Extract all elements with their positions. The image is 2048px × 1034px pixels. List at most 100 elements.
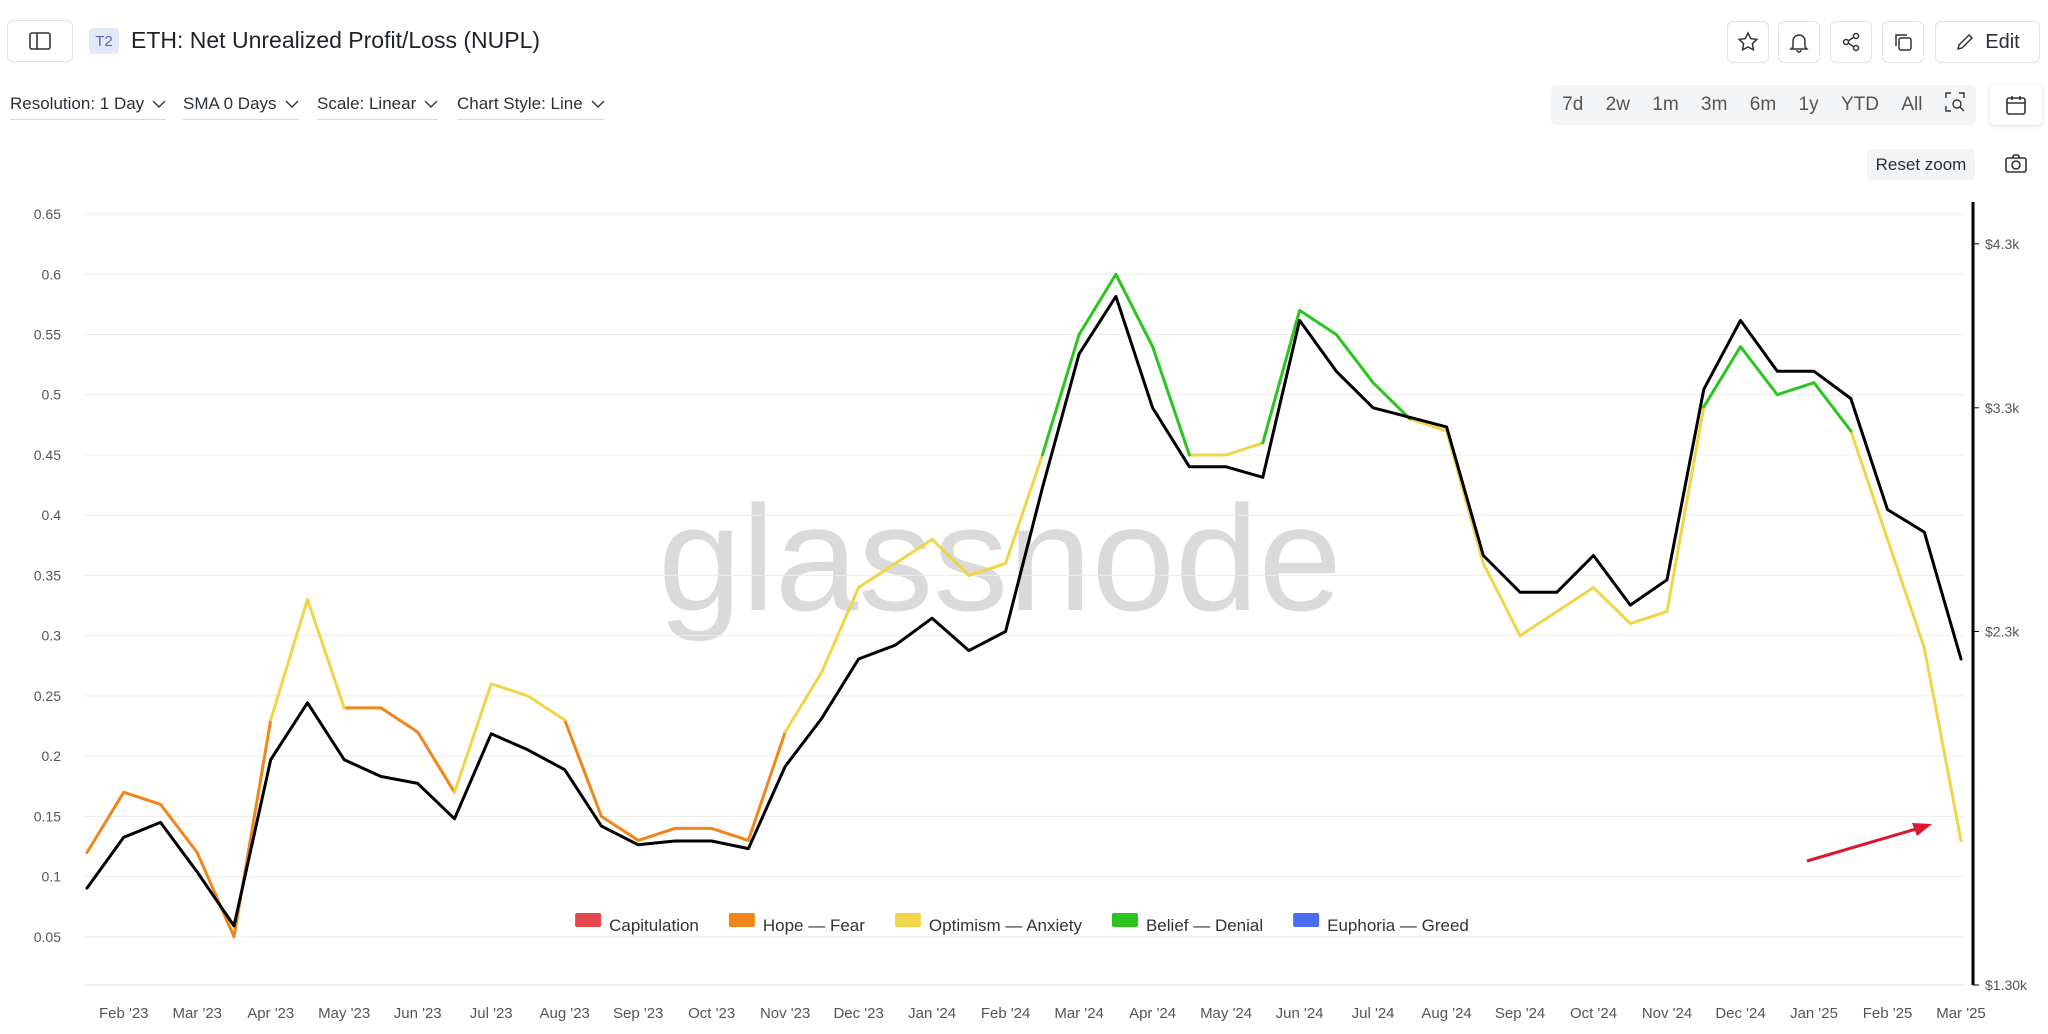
x-tick-label: Dec '23 xyxy=(833,1005,883,1022)
legend-swatch xyxy=(575,913,602,927)
nupl-line xyxy=(783,453,1044,734)
x-tick-label: Jan '25 xyxy=(1790,1005,1838,1022)
legend-label: Euphoria — Greed xyxy=(1327,916,1469,935)
y-tick-label: 0.4 xyxy=(42,507,62,523)
x-tick-label: Dec '24 xyxy=(1715,1005,1765,1022)
copy-icon xyxy=(1895,34,1912,51)
page-title: ETH: Net Unrealized Profit/Loss (NUPL) xyxy=(131,27,541,53)
range-button[interactable]: All xyxy=(1901,94,1923,115)
x-tick-label: Nov '24 xyxy=(1642,1005,1692,1022)
y2-tick-label: $3.3k xyxy=(1985,400,2020,416)
range-button[interactable]: 2w xyxy=(1605,94,1630,115)
dropdown[interactable]: SMA 0 Days xyxy=(183,94,299,120)
legend-swatch xyxy=(894,913,921,927)
y-tick-label: 0.45 xyxy=(34,447,61,463)
sidebar-icon xyxy=(29,32,51,50)
nupl-line xyxy=(1040,272,1191,457)
range-selector: 7d 2w 1m 3m 6m 1y YTD All xyxy=(1551,85,1976,125)
y2-tick-label: $1.30k xyxy=(1985,977,2028,993)
y-tick-label: 0.3 xyxy=(42,628,62,644)
y-tick-label: 0.15 xyxy=(34,808,61,824)
tier-badge: T2 xyxy=(89,28,119,54)
dropdown-label: Chart Style: Line xyxy=(457,94,583,113)
share-icon xyxy=(1842,32,1860,52)
annotation-arrow xyxy=(1806,827,1917,863)
nupl-line xyxy=(1702,345,1853,433)
dropdown-label: Resolution: 1 Day xyxy=(10,94,145,113)
y-tick-label: 0.2 xyxy=(42,748,62,764)
pencil-icon xyxy=(1957,33,1974,51)
y-tick-label: 0.65 xyxy=(34,206,61,222)
sidebar-toggle[interactable] xyxy=(7,20,73,62)
dropdown[interactable]: Scale: Linear xyxy=(317,94,439,120)
x-tick-label: Feb '25 xyxy=(1863,1005,1913,1022)
nupl-line xyxy=(1408,405,1706,638)
price-line xyxy=(85,294,1963,928)
alert-button[interactable] xyxy=(1778,21,1820,63)
x-tick-label: Mar '24 xyxy=(1054,1005,1104,1022)
nupl-line xyxy=(563,718,787,842)
range-button[interactable]: 1y xyxy=(1798,94,1819,115)
legend-label: Belief — Denial xyxy=(1146,916,1263,935)
share-button[interactable] xyxy=(1830,21,1872,63)
favorite-button[interactable] xyxy=(1727,21,1769,63)
chevron xyxy=(591,100,605,108)
y-tick-label: 0.25 xyxy=(34,688,61,704)
calendar-button[interactable] xyxy=(1990,85,2042,125)
range-button[interactable]: 1m xyxy=(1652,94,1679,115)
x-tick-label: Feb '23 xyxy=(99,1005,149,1022)
nupl-line xyxy=(453,682,567,794)
y-tick-label: 0.35 xyxy=(34,567,61,583)
y-tick-label: 0.6 xyxy=(42,266,62,282)
range-button[interactable]: 7d xyxy=(1562,94,1584,115)
y-tick-label: 0.1 xyxy=(42,869,62,885)
nupl-line xyxy=(1261,308,1412,445)
nupl-line xyxy=(269,598,346,722)
annotation-arrowhead xyxy=(1912,823,1932,836)
nupl-line xyxy=(342,706,456,794)
y2-tick-label: $4.3k xyxy=(1985,236,2020,252)
nupl-line xyxy=(1849,429,1963,842)
legend-label: Capitulation xyxy=(609,916,699,935)
x-tick-label: May '23 xyxy=(318,1005,370,1022)
x-tick-label: May '24 xyxy=(1200,1005,1252,1022)
x-tick-label: Aug '24 xyxy=(1421,1005,1471,1022)
copy-button[interactable] xyxy=(1882,21,1924,63)
x-tick-label: Jun '23 xyxy=(394,1005,442,1022)
reset-zoom-button[interactable]: Reset zoom xyxy=(1867,149,1975,180)
x-tick-label: Jan '24 xyxy=(908,1005,956,1022)
x-tick-label: Jul '24 xyxy=(1352,1005,1395,1022)
camera-icon[interactable] xyxy=(2004,153,2028,175)
y-tick-label: 0.55 xyxy=(34,327,61,343)
range-button[interactable]: YTD xyxy=(1840,94,1879,115)
x-tick-label: Feb '24 xyxy=(981,1005,1031,1022)
x-tick-label: Aug '23 xyxy=(539,1005,589,1022)
dropdown[interactable]: Resolution: 1 Day xyxy=(10,94,167,120)
x-tick-label: Nov '23 xyxy=(760,1005,810,1022)
range-button[interactable]: 3m xyxy=(1701,94,1728,115)
x-tick-label: Sep '24 xyxy=(1495,1005,1545,1022)
chevron xyxy=(152,100,166,108)
star-icon xyxy=(1737,31,1759,52)
range-button[interactable]: 6m xyxy=(1749,94,1777,115)
x-tick-label: Oct '23 xyxy=(688,1005,735,1022)
legend-swatch xyxy=(1293,913,1320,927)
watermark: glassnode xyxy=(658,474,1342,642)
x-tick-label: Oct '24 xyxy=(1570,1005,1617,1022)
dropdown[interactable]: Chart Style: Line xyxy=(457,94,605,120)
x-tick-label: Apr '24 xyxy=(1129,1005,1176,1022)
chevron xyxy=(424,100,438,108)
nupl-line xyxy=(1187,441,1265,457)
y-tick-label: 0.05 xyxy=(34,929,61,945)
y-tick-label: 0.5 xyxy=(42,387,62,403)
legend-swatch xyxy=(728,913,755,927)
x-tick-label: Jun '24 xyxy=(1276,1005,1324,1022)
zoom-icon xyxy=(1945,92,1965,112)
bell-icon xyxy=(1789,34,1809,53)
edit-button[interactable]: Edit xyxy=(1935,21,2040,63)
legend-label: Optimism — Anxiety xyxy=(929,916,1083,935)
chevron xyxy=(285,100,299,108)
zoom-select-button[interactable] xyxy=(1945,92,1965,118)
